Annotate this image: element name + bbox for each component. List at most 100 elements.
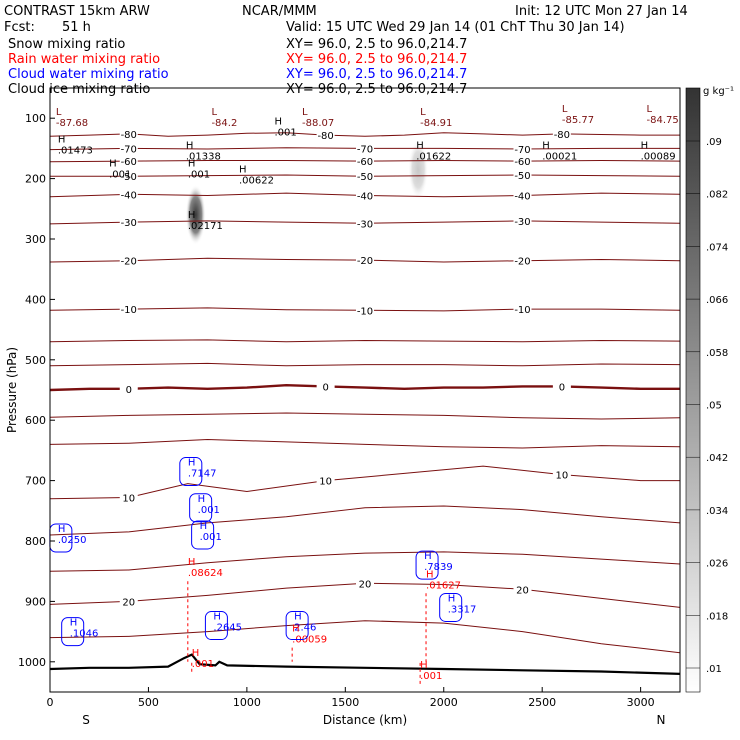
ice-maximum-value: .02171 <box>188 221 223 232</box>
y-tick-label: 700 <box>25 475 46 488</box>
contour-label-bg <box>356 189 374 201</box>
colorbar-tick-label: .01 <box>706 664 722 675</box>
ice-maximum-marker: H <box>188 210 196 221</box>
cloud-water-maximum-marker: H <box>448 593 456 604</box>
y-axis-label: Pressure (hPa) <box>5 347 19 433</box>
temperature-minimum-value: -87.68 <box>56 118 88 129</box>
contour-label-bg <box>552 468 571 480</box>
cloud-water-contour-5 <box>204 611 228 641</box>
temperature-contour-label: -10 <box>514 305 530 316</box>
temperature-contour-label: -70 <box>514 145 530 156</box>
cloud-water-maximum-marker: H <box>213 612 221 623</box>
temperature-contour-label: 10 <box>556 471 569 482</box>
temperature-contour-label: 10 <box>319 477 332 488</box>
temperature-contour-label: -60 <box>357 157 373 168</box>
field-cloudwater-label: Cloud water mixing ratio <box>8 67 169 82</box>
x-tick-label: 1000 <box>233 696 261 709</box>
field-rain-xy: XY= 96.0, 2.5 to 96.0,214.7 <box>286 52 467 67</box>
field-cloudice-xy: XY= 96.0, 2.5 to 96.0,214.7 <box>286 82 467 97</box>
y-tick-label: 500 <box>25 354 46 367</box>
temperature-contour-8 <box>49 339 681 343</box>
ice-maximum-value: .001 <box>109 170 131 181</box>
contour-label-bg <box>356 577 374 589</box>
y-tick-label: 200 <box>25 173 46 186</box>
ice-maximum-marker: H <box>58 134 66 145</box>
contour-label-bg <box>316 380 335 392</box>
cloud-water-maximum-marker: H <box>188 458 196 469</box>
cloud-water-maximum-value: 2.46 <box>294 623 316 634</box>
temperature-contour-label: -80 <box>554 130 570 141</box>
contour-label-bg <box>119 127 138 139</box>
contour-label-bg <box>356 170 374 182</box>
temperature-contour-label: -20 <box>514 257 530 268</box>
ice-maximum-value: .00622 <box>239 176 274 187</box>
colorbar-tick-label: .026 <box>706 559 728 570</box>
terrain-line <box>49 653 681 675</box>
contour-label-bg <box>356 304 374 316</box>
colorbar-tick-label: .034 <box>706 506 728 517</box>
x-axis-left-end: S <box>82 713 90 727</box>
temperature-contour-label: -20 <box>357 256 373 267</box>
cloud-water-maximum-marker: H <box>294 612 302 623</box>
contour-label-bg <box>119 188 138 200</box>
y-tick-label: 800 <box>25 535 46 548</box>
rain-maximum-value: .01627 <box>426 580 461 591</box>
temperature-contour-label: 20 <box>122 597 135 608</box>
plot-area: -80 -80 -80-70 -70 -70-60 -60 -60-50 -50 -50-40-… <box>49 104 681 684</box>
cloud-water-maximum-value: .001 <box>198 505 220 516</box>
temperature-contour-10 <box>49 383 680 392</box>
contour-label-bg <box>119 303 138 315</box>
temperature-contour-label: 0 <box>126 385 132 396</box>
temperature-minimum-value: -84.2 <box>211 118 237 129</box>
temperature-minimum-marker: L <box>211 107 217 118</box>
ice-maximum-marker: H <box>186 140 194 151</box>
contour-label-bg <box>513 303 532 315</box>
temperature-contour-label: -40 <box>357 192 373 203</box>
y-tick-label: 300 <box>25 233 46 246</box>
temperature-contour-label: -30 <box>514 217 530 228</box>
cloud-water-maximum-marker: H <box>58 524 66 535</box>
cloud-water-contour-2 <box>189 493 213 523</box>
contour-label-bg <box>119 155 138 167</box>
cloud-water-maximum-marker: H <box>70 618 78 629</box>
contour-label-bg <box>119 382 138 394</box>
init-time: Init: 12 UTC Mon 27 Jan 14 <box>515 4 688 19</box>
x-tick-label: 3000 <box>627 696 655 709</box>
temperature-minimum-marker: L <box>420 107 426 118</box>
cloud-water-contour-8 <box>439 592 463 622</box>
colorbar-tick-label: .09 <box>706 137 722 148</box>
rain-maximum-value: .08624 <box>188 568 223 579</box>
ice-maximum-value: .01338 <box>186 151 221 162</box>
field-cloudwater-xy: XY= 96.0, 2.5 to 96.0,214.7 <box>286 67 467 82</box>
cloud-water-contour-3 <box>191 520 215 550</box>
temperature-contour-label: -30 <box>357 219 373 230</box>
y-ticks: 100 200 300 400 500 600 700 800 900 1000 <box>18 112 55 669</box>
x-ticks: 0 500 1000 1500 2000 2500 3000 <box>47 687 655 709</box>
snow-maximum-0 <box>185 184 206 245</box>
colorbar-unit: g kg⁻¹ <box>703 86 734 97</box>
y-tick-label: 400 <box>25 293 46 306</box>
ice-maximum-value: .01622 <box>416 151 451 162</box>
x-tick-label: 2500 <box>528 696 556 709</box>
temperature-contour-label: 10 <box>122 494 135 505</box>
colorbar-ticks: .01 .018 .026 .034 .042 .05 .058 .066 .074 .082 .0… <box>686 137 728 675</box>
contour-label-bg <box>356 142 374 154</box>
contour-label-bg <box>356 217 374 229</box>
ice-maximum-marker: H <box>641 140 649 151</box>
temperature-contour-14 <box>49 505 681 536</box>
contour-label-bg <box>513 155 532 167</box>
colorbar-tick-label: .074 <box>706 242 728 253</box>
temperature-minimum-marker: L <box>56 107 62 118</box>
temperature-contour-13 <box>49 465 680 500</box>
rain-maximum-marker: H <box>292 624 300 635</box>
ice-maximum-marker: H <box>416 140 424 151</box>
temperature-contour-label: -80 <box>317 131 333 142</box>
cloud-water-maximum-marker: H <box>198 494 206 505</box>
contour-label-bg <box>119 491 138 503</box>
plot-frame <box>49 87 681 693</box>
contour-label-bg <box>552 127 571 139</box>
y-tick-label: 600 <box>25 414 46 427</box>
temperature-contour-label: -40 <box>121 190 137 201</box>
cloud-water-contour-6 <box>285 611 309 641</box>
rain-maximum-value: .00059 <box>292 635 327 646</box>
